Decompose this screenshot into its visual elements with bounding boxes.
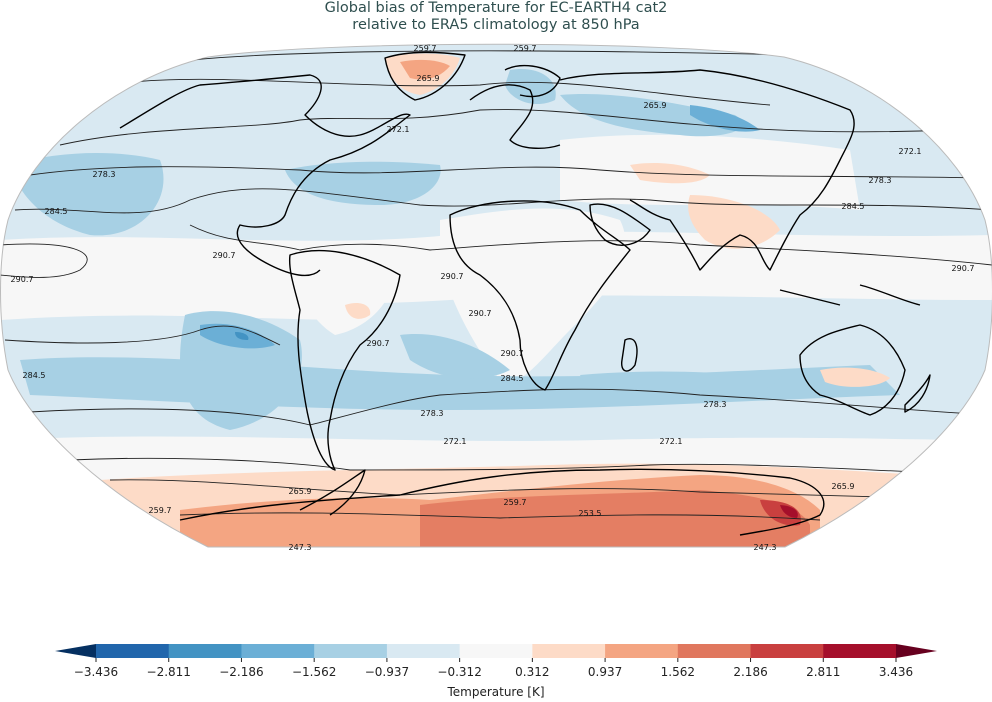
colorbar-tick-label: −2.186 (219, 665, 263, 679)
contour-label: 284.5 (501, 374, 524, 383)
contour-label: 278.3 (869, 176, 892, 185)
colorbar-segment (823, 644, 897, 658)
chart-title: Global bias of Temperature for EC-EARTH4… (0, 0, 992, 34)
colorbar-tick-label: −0.312 (437, 665, 481, 679)
contour-label: 272.1 (387, 125, 410, 134)
contour-label: 259.7 (504, 498, 527, 507)
colorbar-ticks: −3.436 −2.811 −2.186 −1.562 −0.937 −0.312 0.31… (74, 658, 913, 679)
contour-label: 290.7 (11, 275, 34, 284)
contour-label: 272.1 (899, 147, 922, 156)
colorbar-segment (96, 644, 170, 658)
contour-label: 265.9 (289, 487, 312, 496)
colorbar-tick-label: 2.186 (733, 665, 767, 679)
contour-label: 290.7 (441, 272, 464, 281)
colorbar-segment (677, 644, 752, 658)
contour-label: 284.5 (842, 202, 865, 211)
colorbar-segment (532, 644, 606, 658)
contour-label: 278.3 (93, 170, 116, 179)
colorbar-tick-label: 3.436 (879, 665, 913, 679)
coastlines (119, 44, 931, 536)
colorbar-segments (55, 644, 937, 658)
colorbar-segment (750, 644, 824, 658)
colorbar-tick-label: −3.436 (74, 665, 118, 679)
contour-label: 259.7 (149, 506, 172, 515)
contour-label: 278.3 (704, 400, 727, 409)
contour-label: 284.5 (45, 207, 68, 216)
climatology-contours (0, 50, 992, 521)
colorbar-extend-min (55, 644, 96, 658)
contour-label: 290.7 (501, 349, 524, 358)
contour-label: 272.1 (660, 437, 683, 446)
colorbar-tick-label: −2.811 (147, 665, 191, 679)
contour-label: 284.5 (23, 371, 46, 380)
colorbar-segment (605, 644, 679, 658)
contour-label: 247.3 (754, 543, 777, 552)
contour-label: 265.9 (417, 74, 440, 83)
globe-outline (0, 43, 992, 548)
contour-label: 265.9 (832, 482, 855, 491)
colorbar: −3.436 −2.811 −2.186 −1.562 −0.937 −0.312 0.31… (55, 644, 937, 679)
contour-label: 272.1 (444, 437, 467, 446)
contour-label: 247.3 (289, 543, 312, 552)
colorbar-segment (459, 644, 533, 658)
bias-field (0, 44, 992, 547)
colorbar-segment (168, 644, 242, 658)
colorbar-tick-label: −1.562 (292, 665, 336, 679)
colorbar-segment (314, 644, 388, 658)
colorbar-tick-label: 0.937 (588, 665, 622, 679)
contour-label: 253.5 (579, 509, 602, 518)
contour-label: 290.7 (213, 251, 236, 260)
colorbar-tick-label: 0.312 (515, 665, 549, 679)
colorbar-label: Temperature [K] (447, 685, 545, 699)
colorbar-tick-label: −0.937 (365, 665, 409, 679)
contour-label: 265.9 (644, 101, 667, 110)
colorbar-tick-label: 1.562 (661, 665, 695, 679)
contour-label: 278.3 (421, 409, 444, 418)
contour-label: 290.7 (367, 339, 390, 348)
contour-label: 259.7 (414, 44, 437, 53)
contour-label: 259.7 (514, 44, 537, 53)
colorbar-segment (241, 644, 315, 658)
colorbar-tick-label: 2.811 (806, 665, 840, 679)
contour-labels: 259.7 259.7 265.9 265.9 272.1 272.1 278.3 278.3… (11, 44, 975, 552)
world-map-robinson: 259.7 259.7 265.9 265.9 272.1 272.1 278.3 278.3… (0, 43, 992, 552)
chart-title-line1: Global bias of Temperature for EC-EARTH4… (324, 0, 668, 16)
colorbar-segment (386, 644, 461, 658)
colorbar-extend-max (896, 644, 937, 658)
contour-label: 290.7 (469, 309, 492, 318)
chart-title-line2: relative to ERA5 climatology at 850 hPa (352, 17, 640, 33)
contour-label: 290.7 (952, 264, 975, 273)
